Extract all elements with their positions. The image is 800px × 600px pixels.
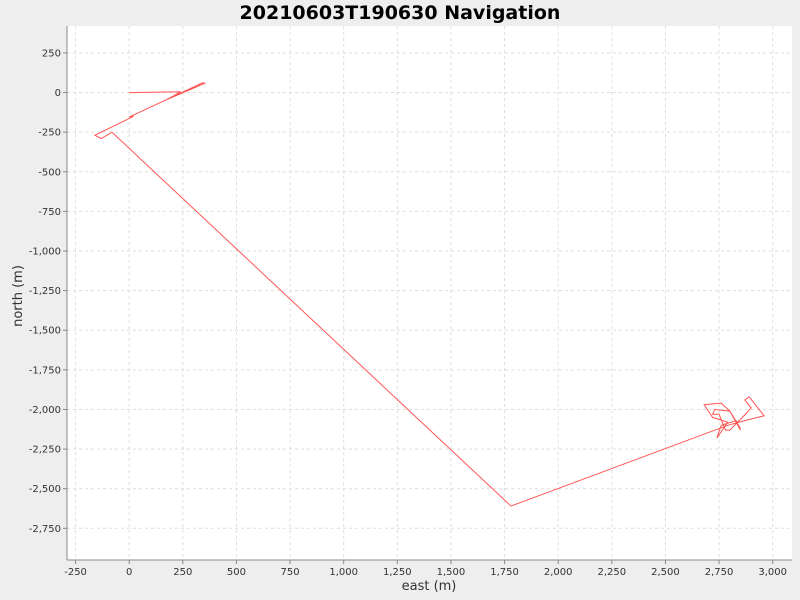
y-tick-label: -250 (38, 128, 61, 139)
x-tick-label: 2,250 (598, 567, 627, 578)
y-tick-label: -2,000 (29, 405, 61, 416)
y-tick-label: 0 (55, 88, 61, 99)
x-tick-label: 1,750 (490, 567, 519, 578)
x-tick-label: 1,000 (329, 567, 358, 578)
grid (67, 26, 792, 560)
x-tick-label: 3,000 (758, 567, 787, 578)
x-tick-label: 500 (227, 567, 246, 578)
y-tick-label: -2,500 (29, 484, 61, 495)
plot-area (67, 26, 792, 560)
series-layer (93, 82, 765, 507)
y-tick-label: -2,750 (29, 524, 61, 535)
x-axis-label: east (m) (402, 579, 457, 594)
y-tick-label: 250 (42, 48, 61, 59)
x-tick-label: 1,250 (383, 567, 412, 578)
x-tick-label: 250 (173, 567, 192, 578)
x-tick-label: 2,750 (705, 567, 734, 578)
x-tick-label: 2,500 (651, 567, 680, 578)
y-tick-label: -1,000 (29, 247, 61, 258)
x-tick-label: -250 (64, 567, 87, 578)
y-tick-label: -500 (38, 167, 61, 178)
y-axis-label: north (m) (11, 265, 26, 327)
y-tick-label: -1,750 (29, 365, 61, 376)
y-tick-label: -1,500 (29, 326, 61, 337)
x-tick-label: 1,500 (437, 567, 466, 578)
x-tick-label: 750 (281, 567, 300, 578)
y-tick-label: -750 (38, 207, 61, 218)
y-tick-label: -2,250 (29, 445, 61, 456)
x-tick-label: 2,000 (544, 567, 573, 578)
chart-title: 20210603T190630 Navigation (240, 2, 561, 24)
axes: -250 0 250 500 750 1,000 1,250 1,500 1,750 2,000 2… (29, 26, 792, 578)
y-tick-label: -1,250 (29, 286, 61, 297)
navigation-track-line (93, 82, 765, 507)
x-tick-label: 0 (126, 567, 132, 578)
